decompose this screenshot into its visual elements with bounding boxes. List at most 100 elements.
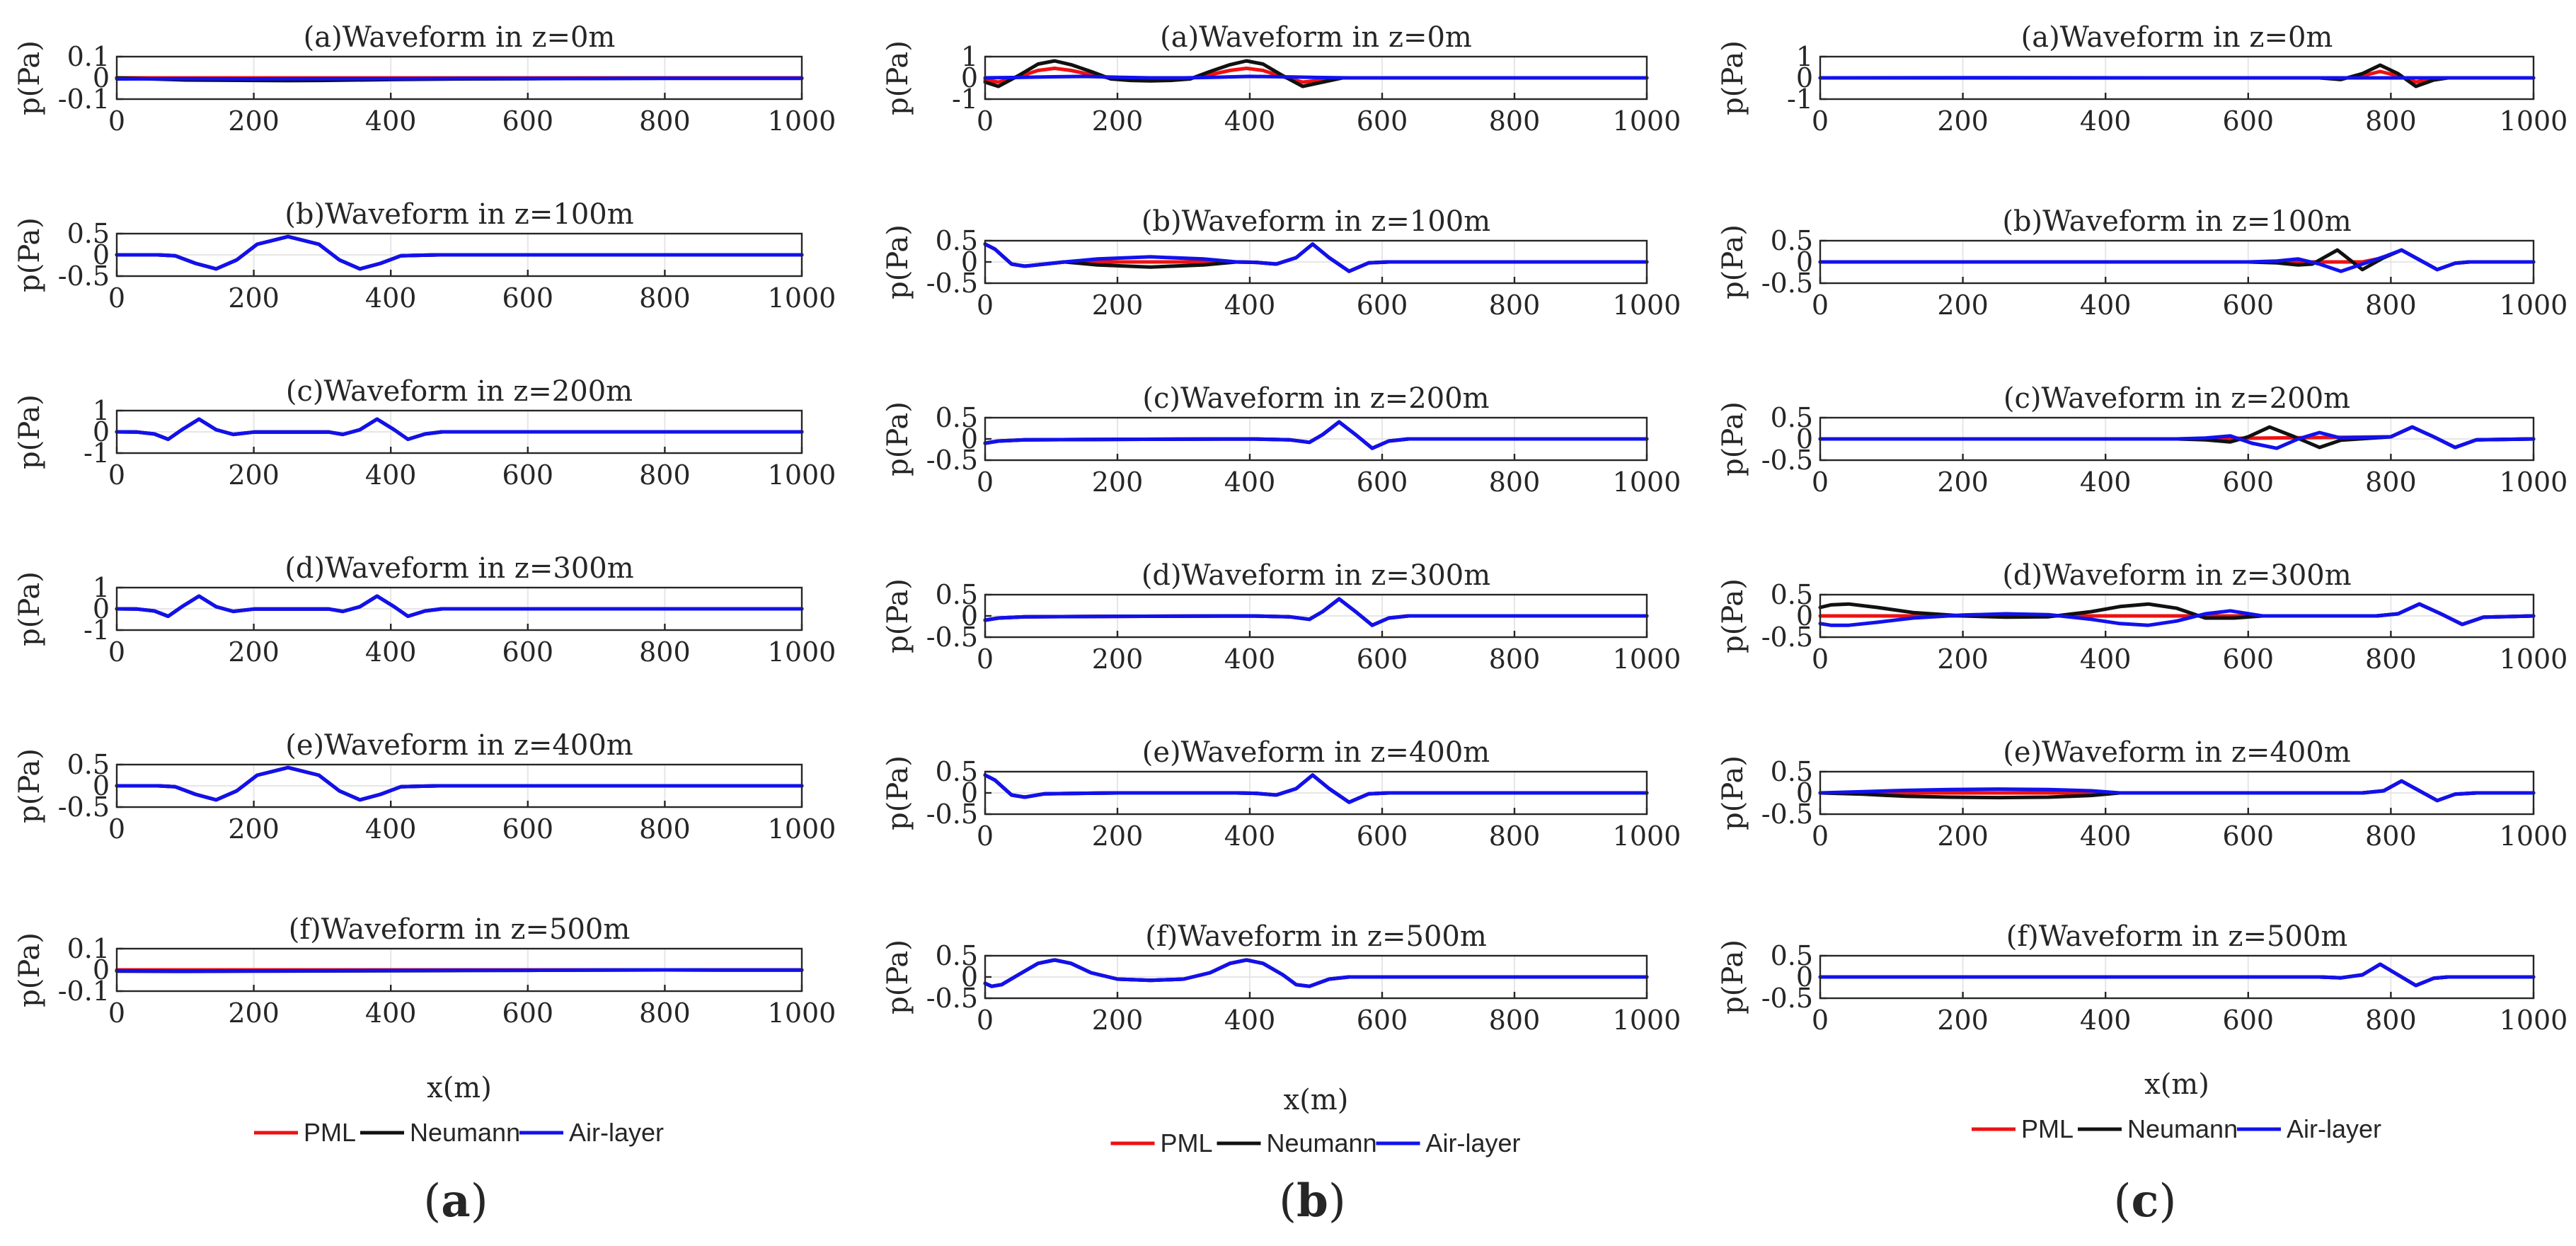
x-tick-label: 200 (228, 813, 280, 845)
x-tick-label: 200 (1092, 1005, 1144, 1036)
plot-frame (984, 954, 1648, 1000)
y-tick-label: -0.5 (926, 799, 978, 830)
x-tick-label: 200 (1937, 290, 1989, 321)
series-line-air-layer (1818, 602, 2536, 627)
y-tick-label: 0.5 (1771, 756, 1813, 787)
x-tick-label: 200 (1937, 644, 1989, 675)
plot-frame (984, 416, 1648, 462)
plot-frame (1819, 593, 2535, 639)
y-tick-label: -1 (84, 438, 110, 469)
legend-label: Air-layer (1426, 1128, 1521, 1158)
series-line-air-layer (1818, 962, 2536, 988)
x-tick-label: 0 (977, 1005, 994, 1036)
x-tick-label: 800 (639, 636, 691, 668)
x-tick-label: 0 (108, 105, 125, 137)
plot-frame (1819, 416, 2535, 462)
y-tick-label: 1 (1796, 41, 1813, 72)
y-axis-label: p(Pa) (1717, 939, 1749, 1014)
y-tick-label: -1 (84, 615, 110, 646)
x-tick-label: 600 (1357, 105, 1408, 137)
x-tick-label: 0 (977, 467, 994, 498)
y-tick-label: 0 (961, 600, 978, 631)
panel-label: (a) (423, 1174, 488, 1228)
x-tick-label: 800 (1489, 1005, 1541, 1036)
x-tick-label: 200 (1937, 1005, 1989, 1036)
subplot-title: (a)Waveform in z=0m (2021, 21, 2333, 54)
y-tick-label: 0.5 (936, 756, 978, 787)
x-tick-label: 800 (1489, 644, 1541, 675)
x-tick-label: 1000 (1613, 821, 1681, 852)
y-tick-label: -0.1 (58, 976, 110, 1007)
y-tick-label: -1 (1787, 84, 1813, 115)
svg-text:(c): (c) (2114, 1174, 2177, 1228)
series-line-air-layer (1818, 248, 2536, 273)
y-tick-label: 0.5 (67, 749, 110, 780)
plot-frame (1819, 954, 2535, 1000)
subplot-title: (f)Waveform in z=500m (2006, 920, 2348, 953)
x-tick-label: 600 (502, 282, 554, 314)
x-tick-label: 600 (1357, 290, 1408, 321)
y-tick-label: 0.5 (936, 402, 978, 433)
legend-label: PML (304, 1118, 356, 1147)
y-axis-label: p(Pa) (13, 932, 46, 1007)
legend-label: Neumann (2127, 1114, 2238, 1143)
x-tick-label: 400 (2080, 821, 2132, 852)
x-tick-label: 800 (2365, 290, 2417, 321)
x-tick-label: 0 (1812, 1005, 1829, 1036)
y-tick-label: 0 (93, 416, 110, 447)
y-tick-label: -0.1 (58, 84, 110, 115)
x-tick-label: 400 (1224, 821, 1276, 852)
y-tick-label: 0 (961, 423, 978, 455)
subplot-title: (a)Waveform in z=0m (1160, 21, 1472, 54)
y-tick-label: 0 (961, 62, 978, 93)
x-tick-label: 800 (1489, 821, 1541, 852)
x-tick-label: 800 (1489, 467, 1541, 498)
x-tick-label: 0 (108, 459, 125, 491)
y-axis-label: p(Pa) (1717, 40, 1749, 115)
x-tick-label: 400 (2080, 1005, 2132, 1036)
series-line-air-layer (115, 234, 804, 271)
legend: PML Neumann Air-layer (1972, 1114, 2381, 1143)
y-tick-label: -0.5 (58, 791, 110, 823)
x-tick-label: 400 (1224, 1005, 1276, 1036)
x-tick-label: 200 (228, 282, 280, 314)
x-tick-label: 600 (502, 813, 554, 845)
x-tick-label: 800 (2365, 644, 2417, 675)
series-line-air-layer (983, 420, 1649, 450)
x-tick-label: 0 (1812, 467, 1829, 498)
x-tick-label: 400 (365, 636, 417, 668)
x-tick-label: 600 (2223, 105, 2275, 137)
subplot-title: (a)Waveform in z=0m (304, 21, 616, 54)
y-tick-label: -0.5 (1761, 983, 1813, 1014)
x-tick-label: 600 (2223, 467, 2275, 498)
y-tick-label: -0.5 (1761, 268, 1813, 299)
series-line-air-layer (115, 594, 804, 618)
legend-label: PML (2021, 1114, 2074, 1143)
x-tick-label: 0 (1812, 105, 1829, 137)
x-tick-label: 800 (2365, 1005, 2417, 1036)
x-tick-label: 600 (2223, 644, 2275, 675)
x-tick-label: 200 (1937, 467, 1989, 498)
x-tick-label: 1000 (768, 813, 836, 845)
y-tick-label: 1 (93, 395, 110, 426)
y-axis-label: p(Pa) (882, 578, 914, 653)
x-tick-label: 400 (2080, 644, 2132, 675)
svg-text:(a): (a) (423, 1174, 488, 1228)
subplot-title: (d)Waveform in z=300m (284, 552, 633, 585)
legend-label: Neumann (410, 1118, 520, 1147)
subplot-title: (b)Waveform in z=100m (2002, 205, 2351, 238)
x-tick-label: 1000 (1613, 467, 1681, 498)
series-line-air-layer (983, 773, 1649, 804)
x-tick-label: 0 (977, 821, 994, 852)
y-axis-label: p(Pa) (882, 755, 914, 830)
y-tick-label: 0 (1796, 62, 1813, 93)
y-tick-label: 0 (961, 961, 978, 993)
